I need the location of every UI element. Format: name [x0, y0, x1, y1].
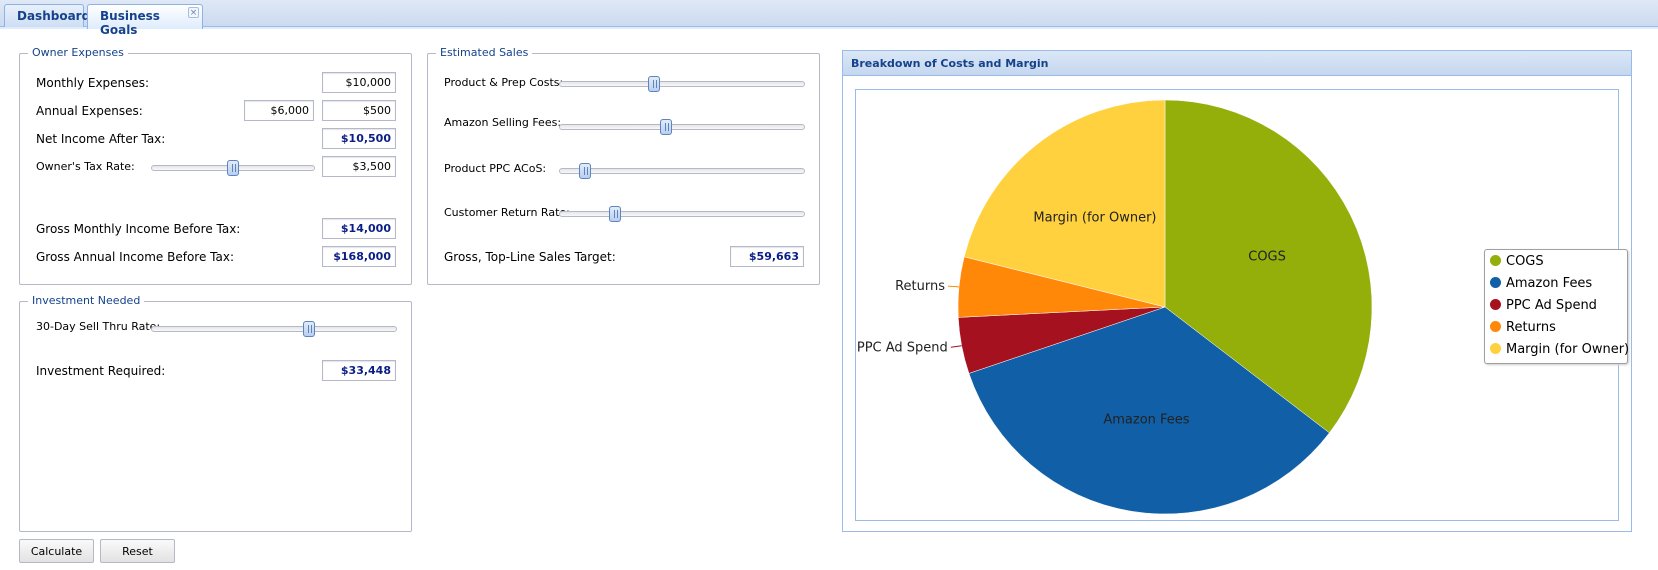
- investment-legend: Investment Needed: [28, 294, 145, 307]
- estimated-sales-fieldset: Estimated Sales Product & Prep Costs: Am…: [427, 46, 820, 285]
- selling-fees-slider[interactable]: [559, 119, 805, 135]
- tab-business-goals-label: Business Goals: [100, 9, 160, 37]
- chart-legend: COGS Amazon Fees PPC Ad Spend Returns Margin…: [1484, 249, 1630, 364]
- ppc-acos-slider-thumb[interactable]: [579, 163, 591, 179]
- sales-target-label: Gross, Top-Line Sales Target:: [444, 250, 616, 264]
- legend-item[interactable]: Returns: [1490, 320, 1627, 342]
- sell-thru-slider[interactable]: [151, 321, 397, 337]
- tab-strip-line: [0, 26, 1658, 29]
- pie-label-returns: Returns: [895, 279, 945, 294]
- legend-swatch: [1490, 343, 1501, 354]
- monthly-expenses-label: Monthly Expenses:: [36, 76, 150, 90]
- pie-label-margin-for-owner: Margin (for Owner): [1033, 210, 1156, 225]
- return-rate-slider-thumb[interactable]: [609, 206, 621, 222]
- annual-expenses-label: Annual Expenses:: [36, 104, 143, 118]
- ppc-acos-label: Product PPC ACoS:: [444, 162, 547, 175]
- selling-fees-label: Amazon Selling Fees:: [444, 116, 562, 129]
- pie-label-ppc-ad-spend: PPC Ad Spend: [857, 340, 948, 355]
- legend-swatch: [1490, 321, 1501, 332]
- legend-swatch: [1490, 277, 1501, 288]
- return-rate-label: Customer Return Rate:: [444, 206, 570, 219]
- legend-item[interactable]: COGS: [1490, 254, 1627, 276]
- gross-monthly-value: $14,000: [322, 218, 396, 239]
- pie-leader-line: [950, 345, 962, 348]
- legend-item[interactable]: Margin (for Owner): [1490, 342, 1630, 364]
- reset-button[interactable]: Reset: [100, 539, 175, 563]
- legend-label: COGS: [1506, 254, 1544, 269]
- gross-annual-label: Gross Annual Income Before Tax:: [36, 250, 235, 264]
- gross-monthly-label: Gross Monthly Income Before Tax:: [36, 222, 241, 236]
- net-income-value: $10,500: [322, 128, 396, 149]
- gross-annual-value: $168,000: [322, 246, 396, 267]
- pie-label-amazon-fees: Amazon Fees: [1103, 412, 1189, 427]
- pie-slice-margin-for-owner[interactable]: [963, 99, 1166, 308]
- calculate-button[interactable]: Calculate: [19, 539, 94, 563]
- pie-leader-line: [947, 285, 960, 288]
- annual-expenses-input[interactable]: $6,000: [244, 100, 314, 121]
- sales-target-value: $59,663: [730, 246, 804, 267]
- chart-area: COGS Amazon Fees PPC Ad Spend Returns Margin…: [855, 89, 1629, 521]
- tab-business-goals[interactable]: Business Goals ×: [87, 4, 203, 37]
- legend-label: Returns: [1506, 320, 1556, 335]
- product-costs-slider-thumb[interactable]: [648, 76, 660, 92]
- pie-label-cogs: COGS: [1248, 250, 1286, 265]
- owner-expenses-legend: Owner Expenses: [28, 46, 128, 59]
- pie-slice-amazon-fees[interactable]: [968, 306, 1330, 515]
- legend-label: Margin (for Owner): [1506, 342, 1630, 357]
- net-income-label: Net Income After Tax:: [36, 132, 166, 146]
- investment-required-value: $33,448: [322, 360, 396, 381]
- selling-fees-slider-thumb[interactable]: [660, 119, 672, 135]
- owner-expenses-fieldset: Owner Expenses Monthly Expenses: $10,000…: [19, 46, 412, 285]
- return-rate-slider[interactable]: [559, 206, 805, 222]
- tax-rate-slider-thumb[interactable]: [227, 160, 239, 176]
- investment-fieldset: Investment Needed 30-Day Sell Thru Rate:…: [19, 294, 412, 532]
- chart-panel-title: Breakdown of Costs and Margin: [843, 51, 1631, 76]
- legend-label: PPC Ad Spend: [1506, 298, 1597, 313]
- chart-panel: Breakdown of Costs and Margin COGS Amazon…: [842, 50, 1632, 532]
- tab-dashboard[interactable]: Dashboard: [4, 4, 90, 27]
- ppc-acos-slider[interactable]: [559, 163, 805, 179]
- close-icon[interactable]: ×: [188, 7, 199, 18]
- sell-thru-label: 30-Day Sell Thru Rate:: [36, 320, 161, 333]
- legend-swatch: [1490, 299, 1501, 310]
- tab-dashboard-label: Dashboard: [17, 9, 91, 23]
- pie-chart: COGS Amazon Fees PPC Ad Spend Returns Margin…: [857, 99, 1373, 515]
- pie-slice-cogs[interactable]: [1164, 99, 1373, 434]
- product-costs-label: Product & Prep Costs:: [444, 76, 564, 89]
- monthly-expenses-input[interactable]: $10,000: [322, 72, 396, 93]
- investment-required-label: Investment Required:: [36, 364, 166, 378]
- tab-bar: [0, 0, 1658, 28]
- product-costs-slider[interactable]: [559, 76, 805, 92]
- annual-expenses-secondary-input[interactable]: $500: [322, 100, 396, 121]
- legend-swatch: [1490, 255, 1501, 266]
- sell-thru-slider-thumb[interactable]: [303, 321, 315, 337]
- legend-item[interactable]: Amazon Fees: [1490, 276, 1627, 298]
- tax-rate-slider[interactable]: [151, 160, 315, 176]
- legend-label: Amazon Fees: [1506, 276, 1593, 291]
- tax-rate-input[interactable]: $3,500: [322, 156, 396, 177]
- estimated-sales-legend: Estimated Sales: [436, 46, 533, 59]
- legend-item[interactable]: PPC Ad Spend: [1490, 298, 1627, 320]
- tax-rate-label: Owner's Tax Rate:: [36, 160, 135, 173]
